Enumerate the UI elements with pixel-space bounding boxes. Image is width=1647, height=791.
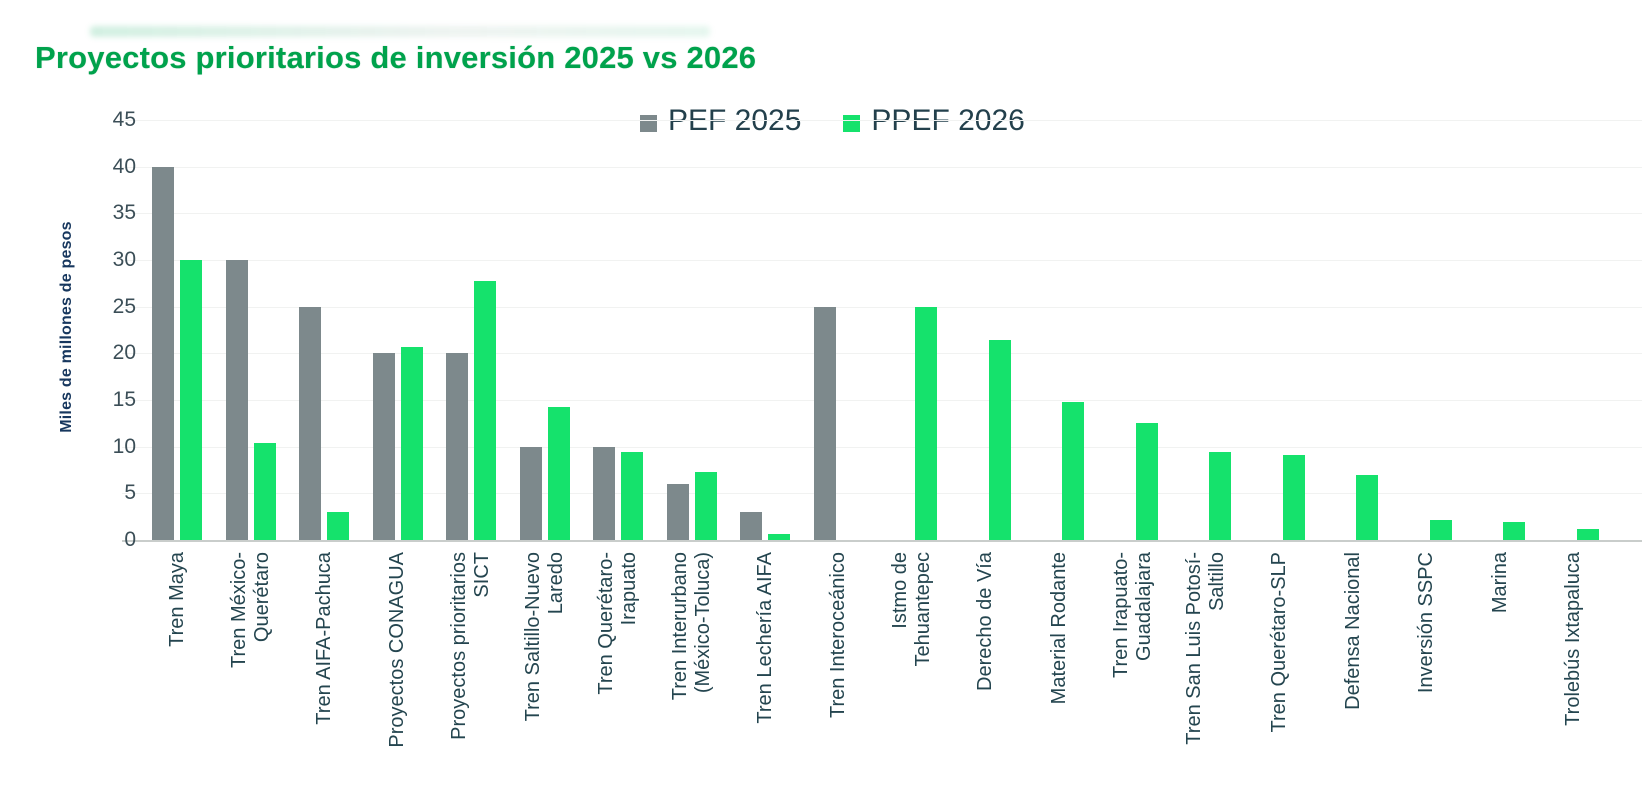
bar-pef-2025 [666,484,689,540]
x-category-label-text: Defensa Nacional [1341,552,1364,710]
bar-ppef-2026 [1135,423,1158,540]
bar-pef-2025 [740,512,762,540]
x-category-label-text: Tren Maya [165,552,188,647]
bar-ppef-2026 [180,260,202,540]
bar-ppef-2026 [1503,522,1525,540]
x-axis-line [122,540,1642,542]
y-axis-title: Miles de millones de pesos [58,221,75,433]
y-tick-label: 30 [112,248,136,271]
bar-ppef-2026 [694,471,717,540]
bar-ppef-2026 [327,512,349,540]
bar-ppef-2026 [915,306,937,540]
chart-title: Proyectos prioritarios de inversión 2025… [35,40,757,75]
x-category-label-text: Derecho de Vía [974,552,996,691]
y-tick-label: 15 [112,388,136,411]
x-category-label-text: Tren Querétaro- Irapuato [595,552,640,695]
bar-ppef-2026 [1429,520,1452,540]
bar-ppef-2026 [253,442,276,540]
y-tick-label: 35 [112,201,136,225]
bar-pef-2025 [446,353,468,540]
y-tick-label: 5 [124,481,136,505]
gridline [122,446,1642,448]
bar-ppef-2026 [547,406,570,540]
gridline [122,260,1642,261]
bar-ppef-2026 [768,534,790,540]
x-category-label-text: Marina [1488,552,1511,614]
x-category-label-text: Trolebús Ixtapaluca [1562,552,1584,726]
faded-cropped-text-artifact [90,26,710,37]
gridline [122,166,1642,168]
legend-label: PEF 2025 [668,104,802,137]
x-category-label-text: Material Rodante [1047,552,1070,705]
y-tick-label: 40 [112,154,136,178]
gridline [122,213,1642,215]
x-category-label-text: Tren San Luis Potosí- Saltillo [1183,552,1228,745]
y-tick-label: 20 [112,341,136,365]
bar-pef-2025 [152,166,174,540]
x-category-label-text: Tren Saltillo-Nuevo Laredo [521,552,567,722]
x-category-label-text: Istmo de Tehuantepec [889,552,934,667]
bar-ppef-2026 [474,281,496,540]
bar-ppef-2026 [1356,474,1378,540]
x-category-label-text: Proyectos CONAGUA [386,552,408,748]
bar-pef-2025 [225,260,248,540]
bar-ppef-2026 [1062,401,1084,540]
x-category-label: Trolebús Ixtapaluca [1562,552,1647,726]
gridline [122,306,1642,308]
bar-ppef-2026 [621,452,643,540]
y-tick-label: 25 [112,294,136,318]
bar-ppef-2026 [400,346,423,540]
bar-ppef-2026 [1209,452,1231,540]
x-category-label-text: Tren Lechería AIFA [753,552,776,724]
bar-pef-2025 [593,446,615,540]
bar-pef-2025 [519,446,542,540]
legend-label: PPEF 2026 [871,104,1025,137]
chart-legend: PEF 2025 PPEF 2026 [640,104,1025,138]
x-category-label-text: Proyectos prioritarios SICT [448,552,493,740]
legend-item-ppef-2026: PPEF 2026 [843,104,1025,138]
y-tick-label: 0 [124,528,136,551]
gridline [122,400,1642,401]
legend-item-pef-2025: PEF 2025 [640,104,801,138]
x-category-label-text: Tren México- Querétaro [227,552,273,668]
x-category-label-text: Tren Interoceánico [827,552,849,719]
legend-swatch-green [843,114,861,132]
bar-ppef-2026 [988,340,1011,540]
gridline [122,120,1642,121]
bar-pef-2025 [813,306,836,540]
gridline [122,353,1642,355]
bar-ppef-2026 [1282,455,1305,540]
bar-ppef-2026 [1576,528,1599,540]
bar-pef-2025 [372,353,395,540]
bar-pef-2025 [299,306,321,540]
y-tick-label: 10 [112,434,136,458]
legend-swatch-gray [640,114,657,132]
x-category-label-text: Tren Irapuato- Guadalajara [1109,552,1155,678]
x-category-label-text: Inversión SSPC [1415,552,1437,694]
gridline [122,493,1642,495]
x-category-label-text: Tren Querétaro-SLP [1268,552,1290,733]
x-category-label-text: Tren AIFA-Pachuca [312,552,335,725]
x-category-label-text: Tren Interurbano (México-Toluca) [668,552,714,701]
y-tick-label: 45 [112,108,136,131]
